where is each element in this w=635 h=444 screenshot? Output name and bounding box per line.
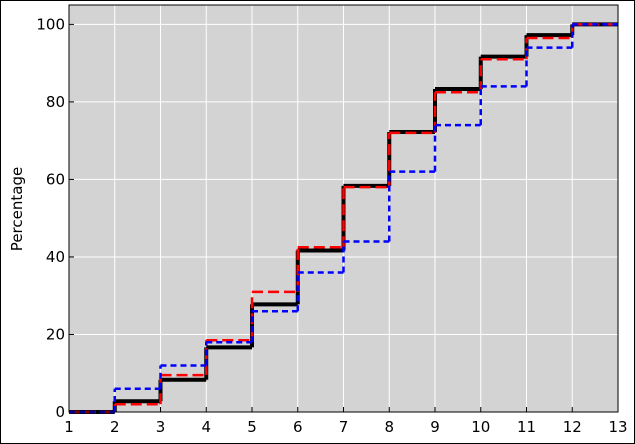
x-tick-label: 7 — [339, 418, 349, 436]
x-tick-label: 4 — [201, 418, 211, 436]
x-tick-label: 9 — [430, 418, 440, 436]
y-tick-label: 0 — [55, 403, 65, 421]
x-tick-label: 2 — [110, 418, 120, 436]
y-tick-label: 60 — [46, 170, 65, 188]
x-tick-label: 1 — [64, 418, 74, 436]
plot-frame — [68, 4, 619, 413]
y-tick-label: 20 — [46, 325, 65, 343]
x-tick-label: 3 — [156, 418, 166, 436]
y-tick-label: 100 — [36, 15, 65, 33]
x-tick-label: 12 — [563, 418, 582, 436]
x-tick-label: 5 — [247, 418, 257, 436]
x-tick-label: 10 — [471, 418, 490, 436]
x-tick-label: 11 — [517, 418, 536, 436]
x-tick-label: 13 — [608, 418, 627, 436]
x-tick-label: 6 — [293, 418, 303, 436]
y-tick-label: 80 — [46, 93, 65, 111]
y-axis-label: Percentage — [8, 167, 26, 251]
x-tick-label: 8 — [384, 418, 394, 436]
y-tick-label: 40 — [46, 248, 65, 266]
